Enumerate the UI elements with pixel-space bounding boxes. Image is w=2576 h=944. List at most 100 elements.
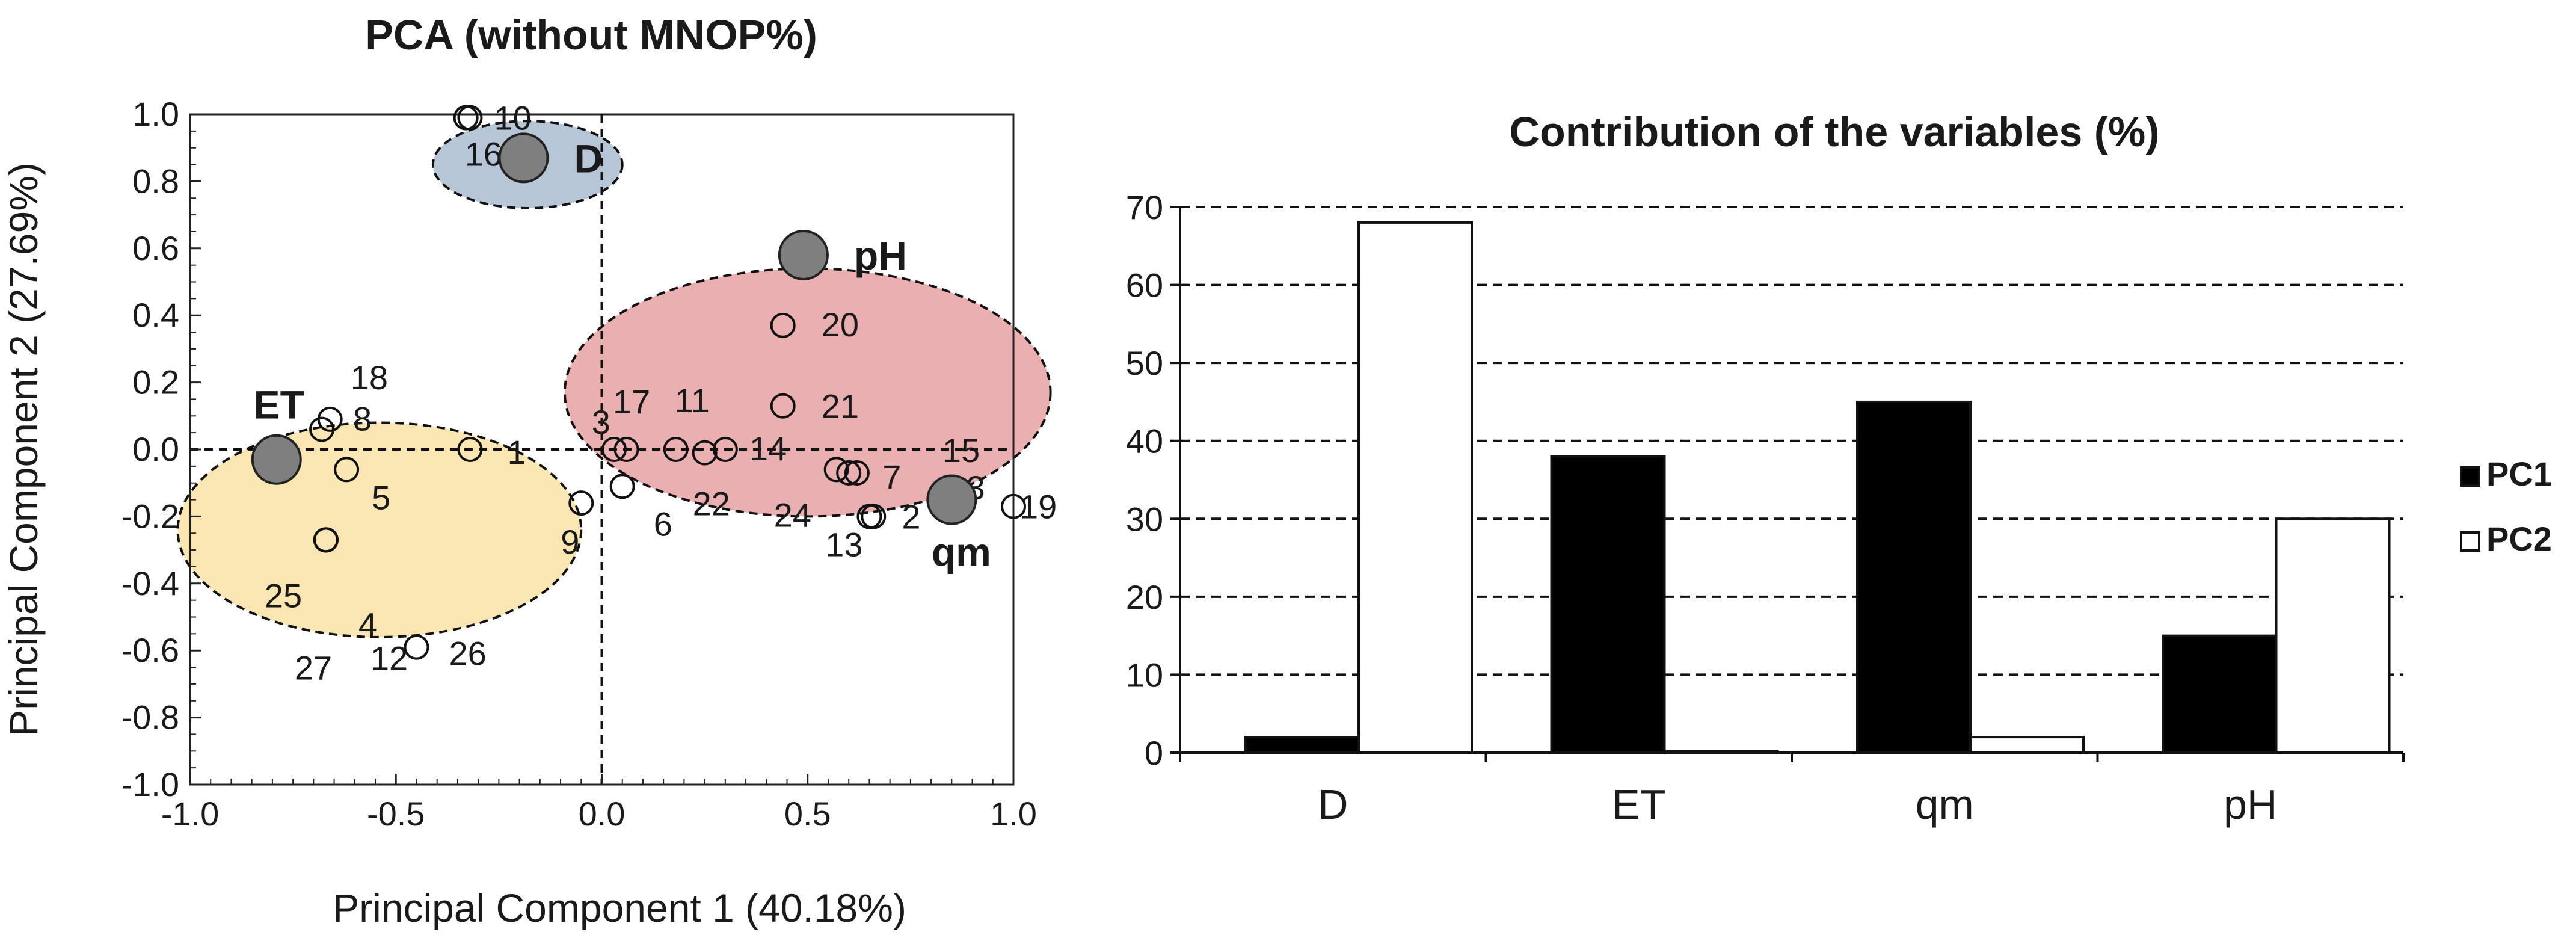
variable-label-d: D (574, 136, 603, 180)
sample-point-3 (613, 437, 639, 462)
sample-label-21: 21 (822, 387, 859, 425)
bar-pc2-d (1357, 221, 1473, 754)
sample-point-15 (844, 460, 870, 486)
pca-title: PCA (without MNOP%) (365, 11, 817, 58)
sample-point-26 (404, 634, 429, 660)
sample-label-6: 6 (654, 505, 672, 543)
variable-point-qm (926, 474, 977, 525)
contribution-title: Contribution of the variables (%) (1509, 108, 2159, 155)
sample-label-11: 11 (675, 381, 710, 419)
sample-label-15: 15 (942, 431, 980, 469)
sample-label-18: 18 (351, 359, 388, 396)
sample-label-3: 3 (592, 403, 610, 441)
pca-x-tick-label: -0.5 (367, 795, 425, 833)
sample-label-12: 12 (370, 639, 408, 677)
pca-x-axis-label: Principal Component 1 (40.18%) (333, 886, 906, 930)
pca-x-tick-label: 1.0 (990, 795, 1037, 833)
variable-label-et: ET (254, 383, 304, 427)
sample-label-1: 1 (507, 433, 526, 471)
sample-point-19 (1001, 493, 1026, 519)
contribution-axes: 0 10 20 30 40 50 60 70 D ET qm pH (1126, 188, 2405, 828)
sample-label-7: 7 (882, 458, 901, 496)
pca-y-tick-label: -0.8 (121, 699, 180, 736)
pca-x-tick-label: 0.0 (579, 795, 626, 833)
sample-point-24 (823, 457, 849, 483)
sample-label-14: 14 (749, 430, 787, 467)
sample-point-5 (334, 457, 360, 483)
variable-label-ph: pH (854, 233, 907, 278)
sample-label-17: 17 (613, 383, 650, 421)
sample-label-2: 2 (902, 498, 920, 535)
sample-point-20 (770, 312, 796, 338)
sample-point-9 (568, 490, 594, 516)
pca-chart: PCA (without MNOP%) 1.0 0.8 0.6 0.4 0.2 0.0 -0… (1, 11, 1057, 930)
variable-point-et (251, 434, 302, 485)
pca-y-tick-label: -0.2 (121, 497, 180, 535)
pca-y-axis-label: Principal Component 2 (27.69%) (1, 162, 46, 736)
sample-label-20: 20 (822, 306, 859, 344)
sample-point-14 (712, 437, 738, 462)
pca-y-tick-label: 0.8 (132, 162, 179, 200)
contribution-legend: PC1 PC2 (2460, 455, 2552, 558)
bar-pc2-ph (2275, 517, 2391, 754)
contribution-y-tick-label: 0 (1145, 734, 1163, 772)
contribution-chart: Contribution of the variables (%) 0 10 20 3… (1126, 108, 2552, 828)
contribution-category-label: pH (2224, 781, 2277, 828)
contribution-y-tick-label: 40 (1126, 422, 1163, 460)
sample-label-4: 4 (358, 605, 377, 643)
sample-label-10: 10 (494, 99, 531, 137)
contribution-category-label: qm (1916, 781, 1974, 828)
contribution-category-label: D (1318, 781, 1348, 828)
variable-point-d (498, 132, 549, 184)
sample-label-24: 24 (774, 496, 811, 534)
sample-label-19: 19 (1019, 488, 1057, 526)
bar-pc2-qm (1969, 736, 2085, 754)
variable-label-qm: qm (932, 530, 991, 575)
legend-label-pc1: PC1 (2486, 455, 2552, 493)
contribution-category-label: ET (1612, 781, 1665, 828)
legend-swatch-pc2 (2460, 531, 2480, 552)
contribution-y-tick-label: 60 (1126, 267, 1163, 304)
sample-label-9: 9 (561, 523, 579, 561)
pca-y-tick-label: -1.0 (121, 765, 180, 803)
contribution-y-tick-label: 30 (1126, 500, 1163, 538)
pca-y-tick-label: 1.0 (132, 95, 179, 133)
pca-y-tick-label: 0.2 (132, 363, 179, 401)
sample-label-22: 22 (693, 485, 730, 523)
sample-point-1 (457, 437, 483, 462)
sample-label-25: 25 (265, 576, 302, 614)
sample-point-12 (313, 527, 339, 553)
sample-point-21 (770, 393, 796, 419)
sample-label-5: 5 (372, 478, 390, 516)
pca-y-tick-label: 0.0 (132, 430, 179, 468)
pca-y-tick-label: 0.6 (132, 229, 179, 267)
bar-pc1-qm (1856, 400, 1972, 754)
pca-y-tick-label: -0.6 (121, 631, 180, 669)
sample-point-7 (836, 460, 862, 486)
sample-label-16: 16 (465, 135, 502, 173)
sample-label-27: 27 (295, 649, 332, 686)
sample-point-6 (609, 474, 635, 499)
legend-swatch-pc1 (2460, 466, 2480, 487)
contribution-y-tick-label: 50 (1126, 344, 1163, 382)
contribution-bars (1244, 221, 2391, 754)
bar-pc1-et (1550, 455, 1666, 754)
pca-x-tick-label: -1.0 (161, 795, 220, 833)
sample-point-22 (692, 440, 718, 466)
sample-point-16 (453, 105, 479, 131)
sample-point-8 (309, 416, 335, 442)
sample-label-13: 13 (825, 525, 862, 563)
pca-x-tick-label: 0.5 (784, 795, 831, 833)
bar-pc1-ph (2162, 634, 2278, 754)
sample-point-11 (663, 437, 689, 462)
pca-y-tick-label: -0.4 (121, 564, 180, 602)
legend-label-pc2: PC2 (2486, 520, 2552, 558)
pca-y-tick-label: 0.4 (132, 296, 179, 334)
contribution-y-tick-label: 10 (1126, 656, 1163, 694)
sample-point-13 (861, 504, 887, 529)
contribution-y-tick-label: 20 (1126, 578, 1163, 616)
pca-points: 1016202115171131469222472132319118852542… (251, 99, 1057, 686)
sample-point-17 (601, 437, 627, 462)
pca-clusters (176, 120, 1052, 638)
